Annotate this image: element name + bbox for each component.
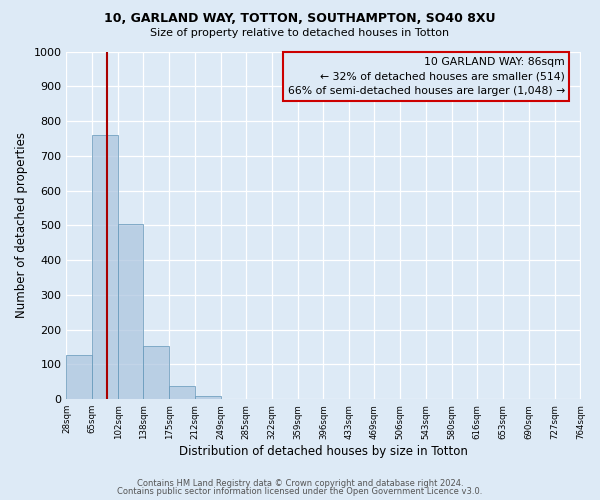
Text: Contains HM Land Registry data © Crown copyright and database right 2024.: Contains HM Land Registry data © Crown c… (137, 478, 463, 488)
Text: Contains public sector information licensed under the Open Government Licence v3: Contains public sector information licen… (118, 487, 482, 496)
Text: 10, GARLAND WAY, TOTTON, SOUTHAMPTON, SO40 8XU: 10, GARLAND WAY, TOTTON, SOUTHAMPTON, SO… (104, 12, 496, 26)
Text: 10 GARLAND WAY: 86sqm
← 32% of detached houses are smaller (514)
66% of semi-det: 10 GARLAND WAY: 86sqm ← 32% of detached … (288, 56, 565, 96)
Bar (118, 224, 143, 399)
Bar (143, 346, 169, 399)
Bar (92, 135, 118, 399)
Bar (195, 396, 221, 399)
Y-axis label: Number of detached properties: Number of detached properties (15, 132, 28, 318)
Bar (169, 386, 195, 399)
Text: Size of property relative to detached houses in Totton: Size of property relative to detached ho… (151, 28, 449, 38)
Bar (67, 354, 92, 399)
X-axis label: Distribution of detached houses by size in Totton: Distribution of detached houses by size … (179, 444, 468, 458)
